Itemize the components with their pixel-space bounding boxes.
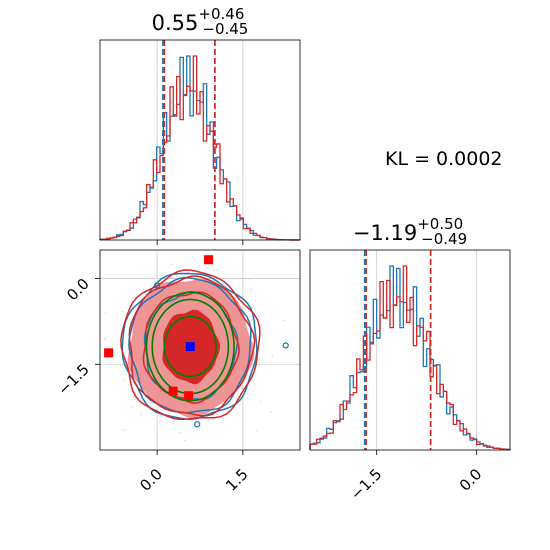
sample-point: [216, 269, 218, 271]
sample-point: [256, 430, 258, 432]
sample-point: [123, 352, 125, 355]
kl-annotation: KL = 0.0002: [385, 148, 503, 170]
sample-point: [213, 269, 215, 272]
sample-point: [170, 263, 173, 266]
sample-point: [136, 307, 138, 309]
sample-point: [282, 319, 285, 322]
param1-title: 0.55+0.46 −0.45: [152, 5, 249, 38]
axis-ticks: 0.0 1.5 0.0 −1.5 −1.5 0.0: [54, 240, 485, 504]
sample-point: [130, 406, 133, 409]
contour-series-b: [120, 269, 261, 421]
sample-point: [159, 421, 161, 424]
contour-series-b: [128, 275, 256, 417]
red-marker: [168, 386, 178, 396]
sample-point: [140, 413, 142, 416]
sample-point: [183, 439, 186, 442]
y-tick-label-param2: 0.0: [63, 275, 93, 305]
marginal-1-histograms: [99, 55, 301, 241]
sample-point: [154, 274, 157, 276]
histogram-series-a: [99, 55, 301, 241]
reference-contour: [145, 291, 235, 402]
x-tick-label-param1: 1.5: [222, 465, 252, 495]
sample-point: [271, 354, 274, 357]
sample-point: [159, 457, 160, 458]
sample-point: [222, 282, 224, 285]
x-tick-label-param1: 0.0: [136, 465, 166, 495]
sample-point: [111, 375, 113, 377]
sample-point: [198, 265, 201, 267]
joint-density: [87, 238, 289, 479]
marginal-2-quantile-lines: [363, 250, 432, 450]
sample-point: [197, 269, 200, 271]
sample-point: [233, 396, 235, 398]
reference-contour: [163, 315, 217, 378]
sample-point: [207, 267, 209, 269]
isolated-contour: [282, 342, 289, 349]
sample-point: [164, 271, 166, 274]
sample-point: [251, 318, 253, 321]
isolated-contour: [193, 421, 201, 428]
sample-point: [249, 279, 251, 281]
x-tick-label-param2: −1.5: [347, 465, 385, 503]
marginal-1-gridlines: [156, 40, 244, 240]
sample-point: [150, 413, 152, 415]
sample-point: [137, 304, 140, 306]
sample-point: [87, 308, 88, 309]
histogram-series-b: [99, 55, 301, 241]
sample-point: [173, 478, 174, 479]
marginal-2-histograms: [309, 265, 511, 451]
sample-point: [260, 323, 263, 326]
sample-point: [177, 238, 178, 239]
y-tick-label-param2: −1.5: [54, 360, 92, 398]
joint-frame: [99, 249, 301, 451]
sample-point: [191, 425, 193, 427]
red-marker: [104, 348, 114, 358]
marginal-panel-param1: 0.55+0.46 −0.45: [99, 5, 301, 241]
isolated-contour: [153, 282, 161, 289]
red-marker: [184, 391, 194, 401]
histogram-series-a: [309, 265, 511, 451]
sample-point: [103, 338, 105, 340]
param2-title: −1.19+0.50 −0.49: [353, 215, 467, 248]
sample-point: [105, 312, 107, 314]
x-tick-label-param2: 0.0: [456, 465, 486, 495]
sample-point: [240, 387, 243, 390]
sample-point: [218, 405, 221, 407]
sample-point: [270, 411, 272, 413]
sample-point: [159, 415, 161, 417]
contour-series-a: [121, 272, 258, 420]
sample-point: [260, 401, 262, 403]
sample-point: [128, 304, 130, 307]
sample-point: [249, 288, 252, 291]
sample-point: [217, 273, 220, 276]
sample-point: [125, 373, 127, 376]
sample-point: [121, 310, 124, 313]
sample-point: [122, 429, 124, 431]
sample-point: [127, 348, 129, 350]
red-marker: [204, 255, 214, 265]
sample-point: [176, 276, 178, 278]
histogram-series-b: [309, 265, 511, 451]
sample-point: [178, 432, 180, 434]
sample-point: [187, 271, 190, 274]
sample-point: [161, 415, 163, 417]
sample-point: [180, 432, 182, 434]
marginal-panel-param2: −1.19+0.50 −0.49: [309, 215, 511, 451]
sample-point: [207, 419, 209, 421]
marginal-2-gridlines: [376, 250, 478, 450]
joint-panel: [87, 238, 301, 479]
sample-point: [123, 378, 126, 380]
truth-marker: [185, 342, 195, 352]
marginal-2-frame: [309, 249, 511, 451]
sample-point: [216, 414, 218, 416]
marginal-1-quantile-lines: [162, 40, 216, 240]
marginal-1-frame: [99, 39, 301, 241]
